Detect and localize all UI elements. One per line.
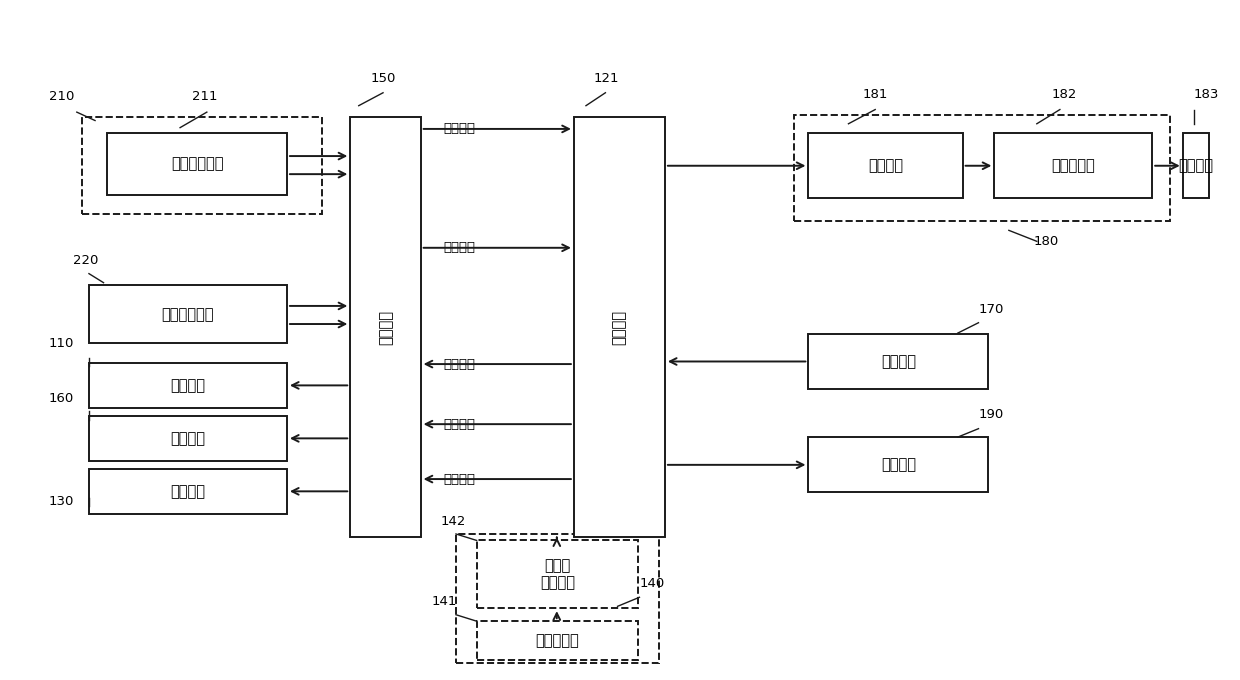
Text: 逆变桥电路: 逆变桥电路 [1052,158,1095,173]
Bar [89,415,286,461]
Text: 指令兼容电路: 指令兼容电路 [161,307,215,322]
Bar [994,133,1152,198]
Bar [808,437,988,492]
Text: 报警信号: 报警信号 [444,358,476,371]
Text: 190: 190 [978,408,1003,421]
Text: 显示单元: 显示单元 [880,457,916,472]
Text: 抱闸信号: 抱闸信号 [444,473,476,486]
Text: 编码器接口: 编码器接口 [536,633,579,648]
Bar [107,133,286,194]
Text: 到位信号: 到位信号 [444,418,476,430]
Text: 140: 140 [640,577,665,590]
Bar [89,362,286,408]
Text: 170: 170 [978,303,1004,316]
Text: 脉冲信号: 脉冲信号 [444,122,476,135]
Text: 驱动芯片: 驱动芯片 [868,158,903,173]
Bar [82,117,322,214]
Text: 181: 181 [863,88,888,101]
Text: 182: 182 [1052,88,1076,101]
Text: 211: 211 [192,90,218,103]
Bar [476,622,639,660]
Text: 141: 141 [432,595,458,608]
Text: 绕组接口: 绕组接口 [1178,158,1214,173]
Bar [456,534,658,663]
Text: 报警单元: 报警单元 [170,378,206,393]
Text: 使能信号: 使能信号 [444,241,476,254]
Text: 150: 150 [371,72,397,85]
Text: 到位单元: 到位单元 [170,431,206,446]
Text: 180: 180 [1033,235,1059,248]
Bar [808,334,988,389]
Text: 220: 220 [73,254,98,267]
Text: 121: 121 [593,72,619,85]
Text: 光耦单元: 光耦单元 [378,310,393,345]
Bar [350,117,420,537]
Text: 160: 160 [48,392,74,405]
Text: 拨码开关: 拨码开关 [880,354,916,369]
Bar [476,541,639,608]
Bar [89,286,286,343]
Bar [794,116,1171,220]
Text: 微处理器: 微处理器 [611,310,627,345]
Bar [574,117,665,537]
Bar [808,133,962,198]
Bar [1183,133,1209,198]
Text: 信号切换电路: 信号切换电路 [171,156,223,171]
Text: 110: 110 [48,337,74,350]
Text: 210: 210 [48,90,74,103]
Text: 抱闸单元: 抱闸单元 [170,484,206,499]
Text: 130: 130 [48,495,74,508]
Bar [89,469,286,514]
Text: 183: 183 [1194,88,1219,101]
Text: 142: 142 [440,515,465,528]
Text: 编码器
反馈电路: 编码器 反馈电路 [539,558,575,590]
